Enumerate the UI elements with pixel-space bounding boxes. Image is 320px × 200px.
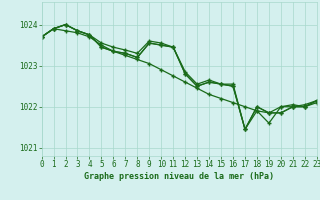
X-axis label: Graphe pression niveau de la mer (hPa): Graphe pression niveau de la mer (hPa) bbox=[84, 172, 274, 181]
